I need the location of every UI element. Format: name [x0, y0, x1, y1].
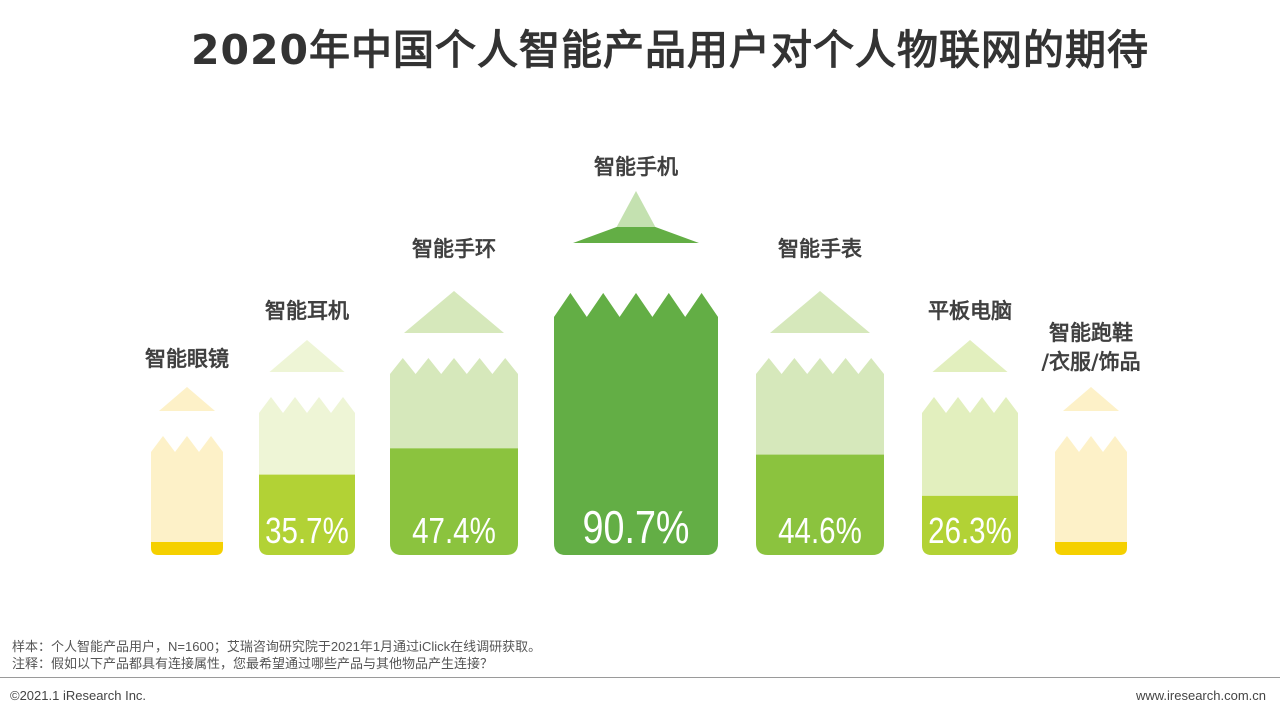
pencil-4-category-label: 智能手机 — [551, 153, 721, 182]
pencil-2-value-label: 35.7% — [265, 510, 349, 550]
pencil-1-category-label-line: 智能眼镜 — [145, 347, 229, 371]
pencil-3-value-fill — [390, 448, 518, 555]
pencil-7-tip — [1063, 387, 1119, 411]
footer-divider — [0, 677, 1280, 678]
pencil-3-value-label: 47.4% — [412, 510, 496, 550]
pencil-6-category-label-line: 平板电脑 — [928, 299, 1012, 323]
pencil-1-tip — [159, 387, 215, 411]
pencil-1-value-fill — [151, 542, 223, 555]
pencil-5-tip — [770, 291, 870, 333]
pencil-5-category-label-line: 智能手表 — [778, 237, 862, 261]
pencil-7-body — [1055, 436, 1127, 555]
pencil-7-category-label-line: 智能跑鞋 — [1049, 321, 1133, 345]
page-title: 2020年中国个人智能产品用户对个人物联网的期待 — [190, 26, 1150, 74]
pencil-2-category-label: 智能耳机 — [222, 297, 392, 326]
pencil-2-tip — [269, 340, 345, 372]
pencil-6-category-label: 平板电脑 — [885, 297, 1055, 326]
pencil-7-category-label: 智能跑鞋/衣服/饰品 — [1006, 319, 1176, 377]
pencil-6-tip — [932, 340, 1008, 372]
pencil-1-body — [151, 436, 223, 555]
pencil-2-category-label-line: 智能耳机 — [265, 299, 349, 323]
pencil-bar-chart: 35.7% 47.4% 90.7% 44.6% 26.3% — [151, 191, 1127, 555]
pencil-6-value-fill — [922, 495, 1018, 555]
pencil-1-category-label: 智能眼镜 — [102, 345, 272, 374]
pencil-3-tip — [404, 291, 504, 333]
pencil-5-value-fill — [756, 454, 884, 555]
pencil-3-category-label-line: 智能手环 — [412, 237, 496, 261]
pencil-4-category-label-line: 智能手机 — [594, 155, 678, 179]
pencil-2-value-fill — [259, 474, 355, 555]
pencil-6-value-label: 26.3% — [928, 510, 1012, 550]
pencil-4-tip-band — [573, 227, 699, 243]
note-footnote: 注释：假如以下产品都具有连接属性，您最希望通过哪些产品与其他物品产生连接？ — [12, 656, 494, 671]
pencil-4-value-fill — [554, 293, 718, 555]
pencil-5-category-label: 智能手表 — [735, 235, 905, 264]
pencil-5-value-label: 44.6% — [778, 510, 862, 550]
website-text: www.iresearch.com.cn — [1135, 688, 1266, 703]
pencil-4-tip — [616, 191, 656, 227]
pencil-7-value-fill — [1055, 542, 1127, 555]
sample-footnote: 样本：个人智能产品用户，N=1600；艾瑞咨询研究院于2021年1月通过iCli… — [12, 639, 542, 654]
pencil-3-category-label: 智能手环 — [369, 235, 539, 264]
pencil-7-category-label-line: /衣服/饰品 — [1041, 350, 1141, 374]
pencil-4-value-label: 90.7% — [583, 501, 690, 552]
copyright-text: ©2021.1 iResearch Inc. — [10, 688, 147, 703]
